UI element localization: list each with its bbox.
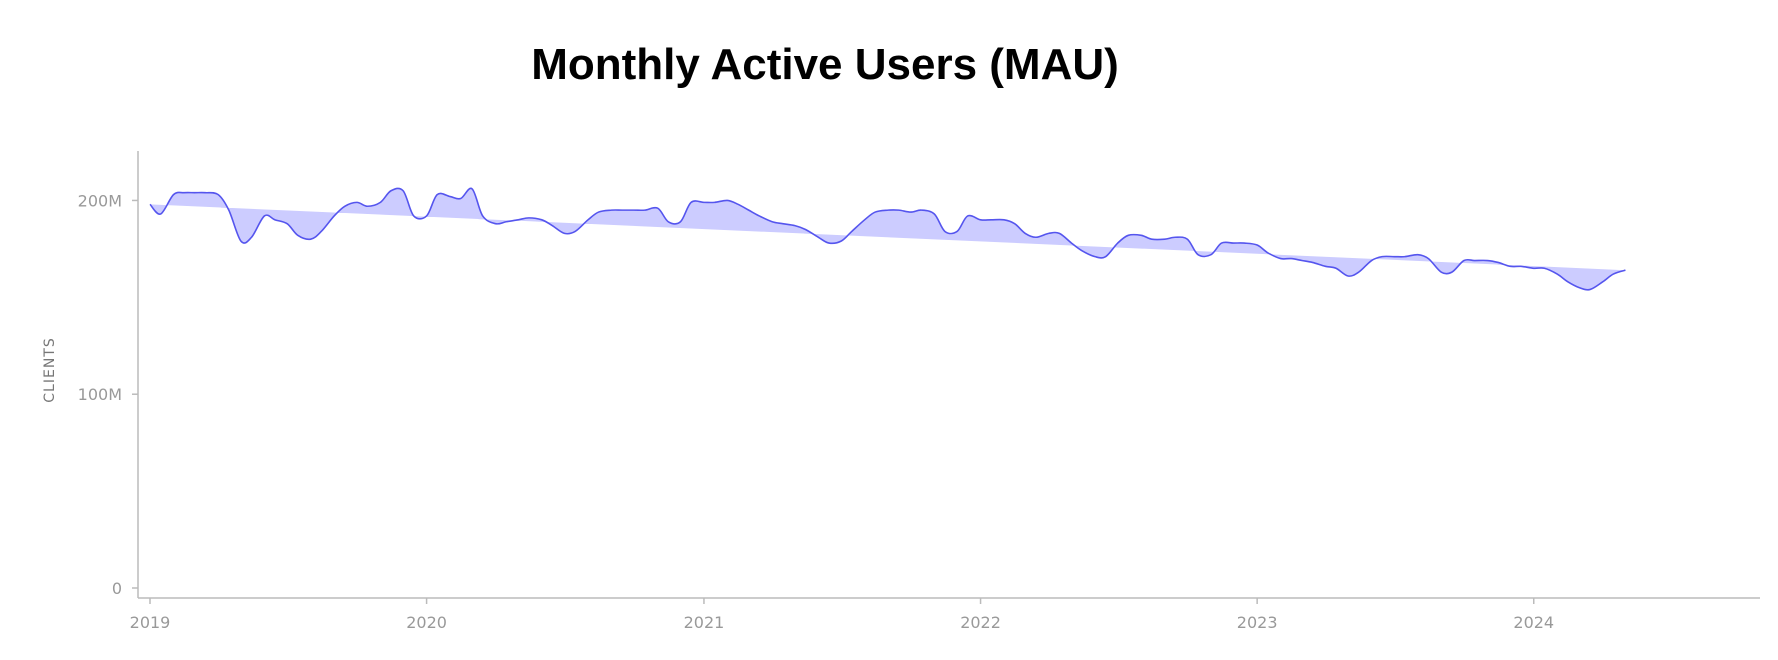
y-tick-label: 0 [112, 579, 122, 598]
mau-area-fill [150, 188, 1626, 290]
x-tick-label: 2023 [1237, 613, 1278, 632]
x-tick-label: 2024 [1513, 613, 1554, 632]
y-tick-label: 100M [78, 385, 122, 404]
y-axis-title: CLIENTS [42, 337, 58, 402]
x-tick-label: 2019 [130, 613, 171, 632]
x-tick-label: 2022 [960, 613, 1001, 632]
chart-title: Monthly Active Users (MAU) [531, 40, 1119, 89]
y-tick-label: 200M [78, 191, 122, 210]
mau-series-line [149, 187, 1626, 291]
x-tick-label: 2021 [684, 613, 725, 632]
x-tick-label: 2020 [406, 613, 447, 632]
